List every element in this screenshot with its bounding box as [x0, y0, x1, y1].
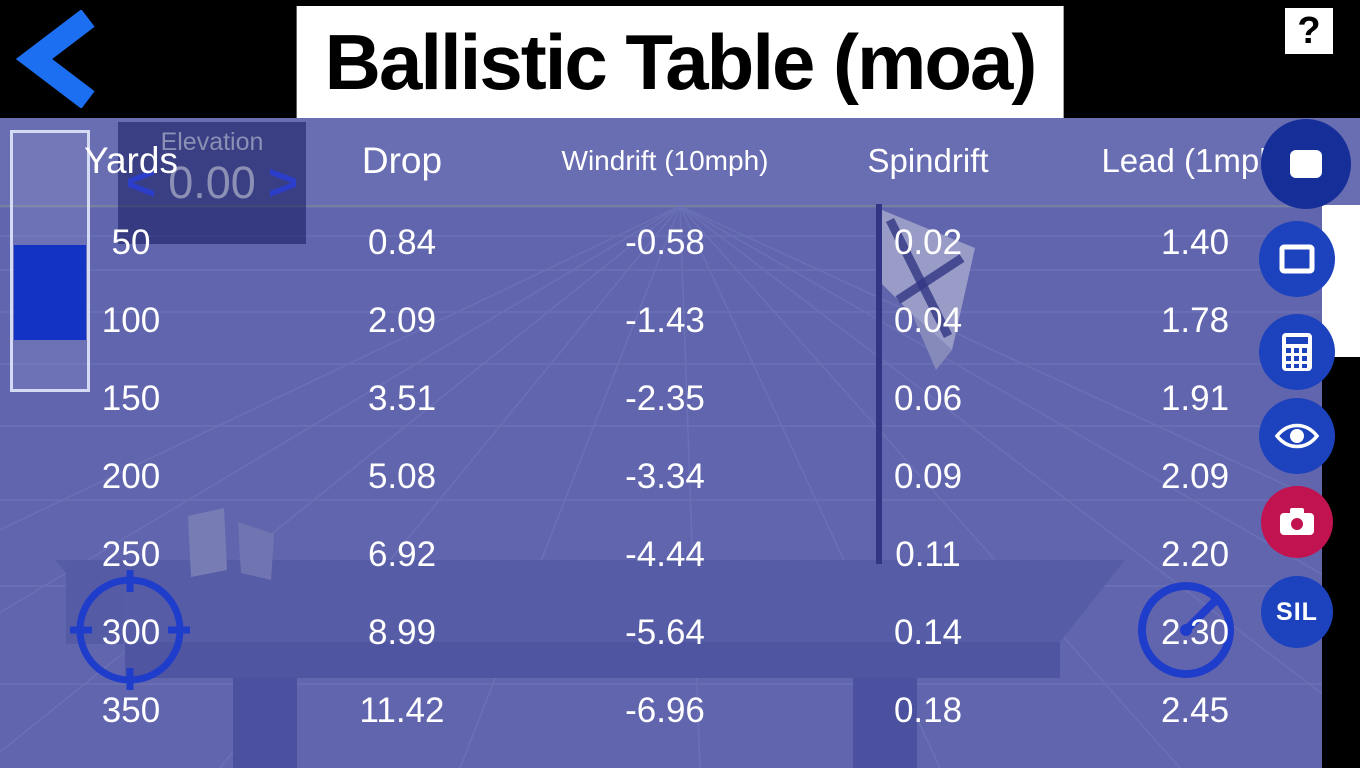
- range-scene: [0, 118, 1360, 768]
- eye-icon: [1274, 423, 1320, 449]
- elevation-decrease-button[interactable]: <: [125, 154, 157, 212]
- scope-reticle-icon[interactable]: [70, 570, 190, 690]
- elevation-slider[interactable]: [10, 130, 90, 392]
- flag-group: [876, 204, 975, 564]
- page-title: Ballistic Table (moa): [324, 17, 1038, 106]
- title-background: Ballistic Table (moa): [296, 6, 1064, 118]
- screen-button[interactable]: [1259, 221, 1335, 297]
- back-button[interactable]: [12, 10, 108, 108]
- calculator-icon: [1282, 333, 1312, 371]
- elevation-increase-button[interactable]: >: [267, 154, 299, 212]
- camera-button[interactable]: [1261, 486, 1333, 558]
- help-button[interactable]: ?: [1285, 8, 1333, 54]
- flag-stripe: [885, 217, 953, 339]
- calculator-button[interactable]: [1259, 314, 1335, 390]
- elevation-label: Elevation: [160, 128, 264, 156]
- bench: [55, 560, 1125, 768]
- slider-handle[interactable]: [14, 245, 86, 340]
- camera-icon: [1280, 508, 1314, 535]
- sil-button-label: SIL: [1276, 597, 1318, 626]
- elevation-value: 0.00: [168, 157, 256, 209]
- right-strip: [1322, 205, 1360, 768]
- display-icon: [1290, 150, 1322, 178]
- target-stands: [188, 508, 274, 580]
- top-bar: Ballistic Table (moa) ?: [0, 0, 1360, 118]
- sil-button[interactable]: SIL: [1261, 576, 1333, 648]
- flag-stripe: [895, 254, 965, 304]
- elevation-panel: Elevation < 0.00 >: [118, 122, 306, 244]
- display-button[interactable]: [1261, 119, 1351, 209]
- timer-compass-icon[interactable]: [1134, 578, 1238, 682]
- back-arrow-icon: [15, 10, 95, 108]
- view-button[interactable]: [1259, 398, 1335, 474]
- screen-icon: [1279, 244, 1315, 274]
- flag-pole: [876, 204, 882, 564]
- flag-fold: [912, 314, 952, 370]
